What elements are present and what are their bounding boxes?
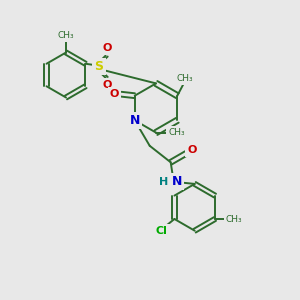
Text: CH₃: CH₃ (225, 214, 242, 224)
Text: H: H (159, 177, 168, 187)
Text: O: O (102, 43, 112, 53)
Text: O: O (187, 145, 196, 155)
Text: O: O (110, 89, 119, 99)
Text: CH₃: CH₃ (58, 32, 74, 40)
Text: CH₃: CH₃ (168, 128, 185, 137)
Text: N: N (130, 114, 140, 127)
Text: Cl: Cl (156, 226, 167, 236)
Text: CH₃: CH₃ (176, 74, 193, 83)
Text: O: O (102, 80, 112, 90)
Text: S: S (94, 60, 103, 73)
Text: N: N (172, 175, 182, 188)
